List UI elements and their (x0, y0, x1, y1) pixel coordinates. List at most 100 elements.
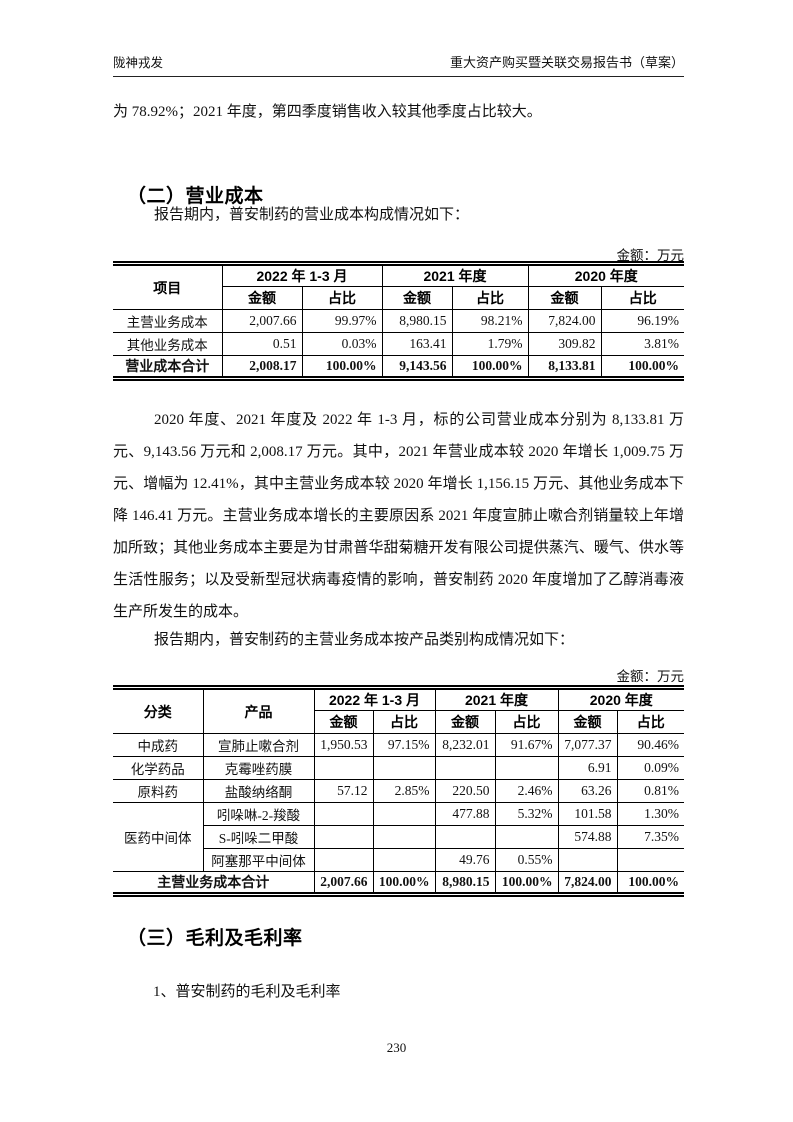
cell-value: 1.79% (451, 332, 529, 356)
cell-value (313, 756, 374, 780)
cell-value: 0.51 (221, 332, 303, 356)
table-row: 主营业务成本 2,007.66 99.97% 8,980.15 98.21% 7,824.… (113, 309, 685, 333)
table-row: 中成药 宣肺止嗽合剂 1,950.53 97.15% 8,232.01 91.67% 7,0… (113, 733, 685, 757)
cell-value (313, 825, 374, 849)
cell-value: 0.55% (494, 848, 559, 872)
table-subheader-row: 金额 占比 金额 占比 金额 占比 (113, 286, 685, 310)
column-header-item: 项目 (113, 263, 223, 310)
product-label: 宣肺止嗽合剂 (202, 733, 315, 757)
column-header-amount: 金额 (527, 286, 602, 310)
cell-value: 98.21% (451, 309, 529, 333)
cell-value: 574.88 (557, 825, 618, 849)
total-value: 7,824.00 (557, 871, 618, 895)
column-header-ratio: 占比 (372, 710, 436, 734)
total-value: 100.00% (372, 871, 436, 895)
cell-value: 163.41 (381, 332, 453, 356)
section-heading-operating-cost: （二）营业成本 (127, 186, 264, 207)
cell-value (494, 825, 559, 849)
cell-value: 57.12 (313, 779, 374, 803)
product-label: 吲哚啉-2-羧酸 (202, 802, 315, 826)
cell-value: 99.97% (301, 309, 383, 333)
operating-cost-table: 项目 2022 年 1-3 月 2021 年度 2020 年度 金额 占比 金额… (113, 261, 685, 381)
product-label: 盐酸纳络酮 (202, 779, 315, 803)
cell-value: 8,980.15 (381, 309, 453, 333)
cell-value: 49.76 (434, 848, 496, 872)
column-header-period-2021: 2021 年度 (381, 263, 529, 287)
cell-value (434, 756, 496, 780)
cell-value (372, 825, 436, 849)
total-value: 100.00% (301, 355, 383, 379)
paragraph-cost-analysis: 2020 年度、2021 年度及 2022 年 1-3 月，标的公司营业成本分别… (113, 412, 684, 620)
table-row: 其他业务成本 0.51 0.03% 163.41 1.79% 309.82 3.81% (113, 332, 685, 356)
table-total-row: 主营业务成本合计 2,007.66 100.00% 8,980.15 100.00% 7,… (113, 871, 685, 895)
total-label: 主营业务成本合计 (113, 871, 315, 895)
cell-value: 8,232.01 (434, 733, 496, 757)
table-row: 医药中间体 吲哚啉-2-羧酸 477.88 5.32% 101.58 1.30% (113, 802, 685, 872)
total-value: 8,133.81 (527, 355, 602, 379)
total-value: 8,980.15 (434, 871, 496, 895)
table-row: S-吲哚二甲酸 574.88 7.35% (113, 825, 685, 849)
cell-value: 91.67% (494, 733, 559, 757)
row-label: 主营业务成本 (113, 309, 223, 333)
total-value: 100.00% (600, 355, 685, 379)
product-cost-table: 分类 产品 2022 年 1-3 月 2021 年度 2020 年度 金额 占比… (113, 685, 685, 897)
cell-value: 477.88 (434, 802, 496, 826)
column-header-period-2021: 2021 年度 (434, 687, 559, 711)
table2-unit-label: 金额：万元 (616, 669, 685, 684)
total-label: 营业成本合计 (113, 355, 223, 379)
table-header-row: 分类 产品 2022 年 1-3 月 2021 年度 2020 年度 (113, 687, 685, 734)
table1-unit-label: 金额：万元 (616, 248, 685, 263)
column-header-amount: 金额 (381, 286, 453, 310)
cell-value: 2.85% (372, 779, 436, 803)
column-header-amount: 金额 (314, 710, 374, 734)
subsection-item-1: 1、普安制药的毛利及毛利率 (153, 984, 341, 1000)
product-label: S-吲哚二甲酸 (203, 825, 315, 849)
cell-value: 63.26 (557, 779, 618, 803)
paragraph-product-cost-intro: 报告期内，普安制药的主营业务成本按产品类别构成情况如下： (154, 632, 575, 648)
table-total-row: 营业成本合计 2,008.17 100.00% 9,143.56 100.00% 8,13… (113, 355, 685, 379)
cell-value: 96.19% (600, 309, 685, 333)
cell-value (494, 756, 559, 780)
category-label: 原料药 (113, 779, 204, 803)
cell-value: 7,824.00 (527, 309, 602, 333)
page-header: 陇神戎发 重大资产购买暨关联交易报告书（草案） (113, 52, 684, 77)
cell-value: 7,077.37 (557, 733, 618, 757)
product-label: 克霉唑药膜 (202, 756, 315, 780)
category-label: 医药中间体 (113, 802, 204, 872)
category-label: 化学药品 (113, 756, 204, 780)
cell-value (372, 756, 436, 780)
column-header-category: 分类 (113, 687, 204, 734)
cell-value: 0.81% (616, 779, 685, 803)
cell-value: 5.32% (494, 802, 559, 826)
table-header-row: 项目 2022 年 1-3 月 2021 年度 2020 年度 (113, 263, 685, 310)
cell-value: 3.81% (600, 332, 685, 356)
total-value: 2,007.66 (313, 871, 374, 895)
cell-value: 1,950.53 (313, 733, 374, 757)
total-value: 100.00% (494, 871, 559, 895)
cell-value: 309.82 (527, 332, 602, 356)
paragraph-sales-ratio: 为 78.92%；2021 年度，第四季度销售收入较其他季度占比较大。 (113, 104, 542, 120)
column-header-period-2022: 2022 年 1-3 月 (313, 687, 436, 711)
row-label: 其他业务成本 (113, 332, 223, 356)
total-value: 100.00% (616, 871, 685, 895)
column-header-period-2020: 2020 年度 (527, 263, 685, 287)
paragraph-cost-intro: 报告期内，普安制药的营业成本构成情况如下： (154, 207, 470, 223)
cell-value (313, 848, 374, 872)
table-row: 化学药品 克霉唑药膜 6.91 0.09% (113, 756, 685, 780)
cell-value: 0.03% (301, 332, 383, 356)
cell-value: 220.50 (434, 779, 496, 803)
column-header-period-2022: 2022 年 1-3 月 (221, 263, 383, 287)
column-header-ratio: 占比 (616, 710, 685, 734)
table-row: 原料药 盐酸纳络酮 57.12 2.85% 220.50 2.46% 63.26 0.81% (113, 779, 685, 803)
cell-value: 90.46% (616, 733, 685, 757)
cell-value (557, 848, 618, 872)
column-header-amount: 金额 (222, 286, 303, 310)
cell-value (313, 802, 374, 826)
cell-value (616, 848, 685, 872)
cell-value: 2,007.66 (221, 309, 303, 333)
column-header-amount: 金额 (557, 710, 618, 734)
cell-value (372, 848, 436, 872)
cell-value: 7.35% (616, 825, 685, 849)
column-header-ratio: 占比 (451, 286, 529, 310)
